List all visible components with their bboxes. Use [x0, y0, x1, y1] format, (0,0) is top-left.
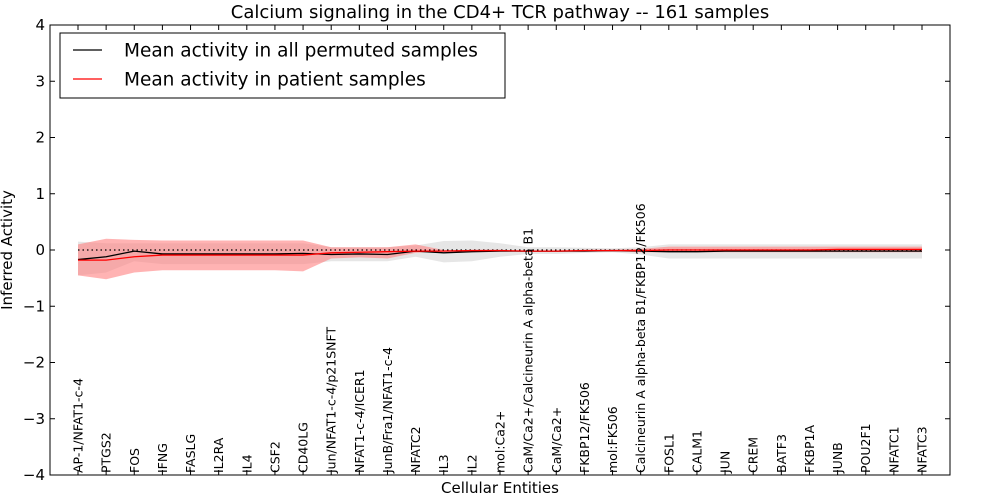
- chart-title: Calcium signaling in the CD4+ TCR pathwa…: [231, 2, 769, 23]
- x-category-label-8: CD40LG: [296, 422, 311, 473]
- x-category-label-15: mol:Ca2+: [493, 411, 508, 473]
- x-category-label-19: mol:FK506: [605, 406, 620, 473]
- x-category-label-26: FKBP1A: [802, 425, 817, 473]
- legend: Mean activity in all permuted samples Me…: [59, 32, 506, 99]
- x-category-label-1: PTGS2: [99, 432, 114, 473]
- y-tick-label-3: −1: [23, 297, 45, 315]
- confidence-bands: [78, 238, 922, 280]
- y-axis-ticks: −4 −3 −2 −1 0 1 2 3 4: [23, 16, 950, 484]
- x-category-label-25: BATF3: [774, 434, 789, 473]
- band-series-1: [78, 238, 922, 280]
- plot-frame: [49, 24, 951, 476]
- x-category-label-12: NFATC2: [408, 426, 423, 473]
- x-category-label-29: NFATC1: [886, 426, 901, 473]
- x-category-label-27: JUNB: [830, 442, 845, 474]
- y-tick-label-6: 2: [35, 129, 45, 147]
- legend-label-permuted: Mean activity in all permuted samples: [124, 41, 478, 62]
- x-category-label-7: CSF2: [267, 441, 282, 473]
- series-lines: [77, 248, 923, 261]
- x-category-label-6: IL4: [239, 454, 254, 473]
- legend-label-patient: Mean activity in patient samples: [124, 70, 426, 91]
- y-tick-label-4: 0: [35, 241, 45, 259]
- x-category-label-22: CALM1: [689, 430, 704, 473]
- legend-box: [59, 32, 506, 99]
- x-category-label-20: Calcineurin A alpha-beta B1/FKBP12/FK506: [633, 203, 648, 473]
- x-category-label-3: IFNG: [155, 443, 170, 473]
- x-axis-label: Cellular Entities: [441, 479, 559, 497]
- x-category-label-11: JunB/Fra1/NFAT1-c-4: [380, 347, 395, 474]
- x-category-label-30: NFATC3: [915, 426, 930, 473]
- y-tick-label-8: 4: [35, 16, 45, 34]
- y-tick-label-7: 3: [35, 72, 45, 90]
- y-tick-label-1: −3: [23, 410, 45, 428]
- x-category-label-10: NFAT1-c-4/ICER1: [352, 369, 367, 473]
- y-tick-label-0: −4: [23, 466, 45, 484]
- x-category-label-24: CREM: [746, 437, 761, 473]
- x-category-label-23: JUN: [718, 451, 733, 474]
- x-category-label-2: FOS: [127, 448, 142, 473]
- y-tick-label-5: 1: [35, 185, 45, 203]
- plot-area: −4 −3 −2 −1 0 1 2 3 4 AP-1/NFAT1-c-4 PTGS2 FOS IFNG…: [23, 16, 951, 484]
- x-category-label-4: FASLG: [183, 434, 198, 473]
- y-axis-label: Inferred Activity: [0, 190, 16, 310]
- x-axis-category-labels: AP-1/NFAT1-c-4 PTGS2 FOS IFNG FASLG IL2RA IL4 C…: [71, 203, 930, 474]
- x-category-label-28: POU2F1: [858, 423, 873, 473]
- x-category-label-5: IL2RA: [211, 437, 226, 473]
- x-category-label-9: Jun/NFAT1-c-4/p21SNFT: [324, 327, 339, 474]
- x-category-label-16: CaM/Ca2+/Calcineurin A alpha-beta B1: [521, 228, 536, 473]
- x-category-label-13: IL3: [436, 454, 451, 473]
- x-category-label-21: FOSL1: [661, 433, 676, 473]
- y-tick-label-2: −2: [23, 354, 45, 372]
- x-category-label-17: CaM/Ca2+: [549, 407, 564, 473]
- x-category-label-14: IL2: [464, 454, 479, 473]
- x-axis-ticks: [77, 25, 923, 475]
- x-category-label-0: AP-1/NFAT1-c-4: [71, 378, 86, 473]
- x-category-label-18: FKBP12/FK506: [577, 382, 592, 473]
